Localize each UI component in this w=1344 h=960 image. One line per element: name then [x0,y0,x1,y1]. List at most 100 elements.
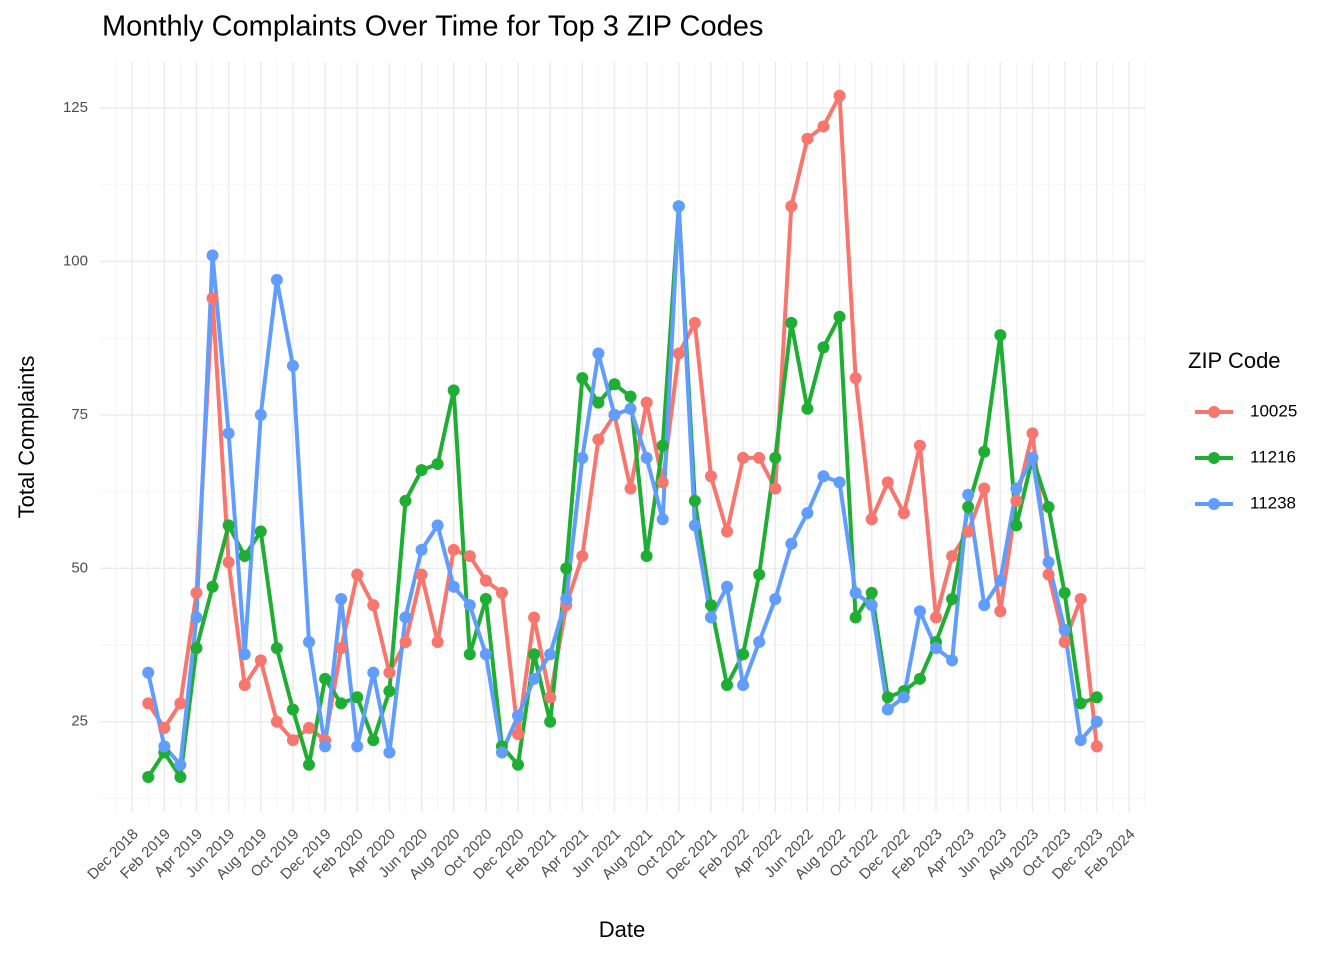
data-point [303,758,315,771]
data-point [399,611,412,624]
data-point [286,734,299,747]
data-point [608,408,621,421]
data-point [769,593,782,606]
data-point [1090,715,1103,728]
data-point [769,451,782,464]
data-point [479,648,492,661]
data-point [222,556,235,569]
data-point [704,599,717,612]
legend-label: 11238 [1250,493,1296,512]
data-point [833,476,846,489]
data-point [495,746,508,759]
data-point [608,378,621,391]
data-point [1074,734,1087,747]
data-point [978,445,991,458]
data-point [913,672,926,685]
data-point [415,568,428,581]
y-tick-label: 25 [71,713,88,730]
data-point [367,734,380,747]
data-point [897,507,910,520]
data-point [624,390,637,403]
data-point [463,550,476,563]
data-point [270,273,283,286]
data-point [881,476,894,489]
data-point [1026,427,1039,440]
data-point [544,715,557,728]
legend-label: 11216 [1250,447,1296,466]
data-point [994,329,1007,342]
data-point [415,464,428,477]
data-point [881,703,894,716]
data-point [174,771,187,784]
data-point [206,580,219,593]
data-point [592,396,605,409]
data-point [656,439,669,452]
data-point [238,550,251,563]
data-point [930,642,942,655]
data-point [1074,697,1087,710]
data-point [270,642,283,655]
data-point [1042,500,1055,513]
data-point [656,476,669,489]
data-point [865,599,878,612]
data-point [721,678,733,691]
data-point [206,249,219,262]
data-point [1010,482,1023,495]
data-point [721,580,733,593]
data-point [190,642,203,655]
data-point [704,611,717,624]
data-point [254,654,267,667]
data-point [238,678,251,691]
data-point [190,611,203,624]
data-point [142,666,155,679]
data-point [833,89,846,102]
data-point [737,451,750,464]
data-point [576,451,589,464]
data-point [946,550,959,563]
data-point [335,642,348,655]
data-point [1010,519,1023,532]
data-point [994,605,1007,618]
data-point [672,200,685,213]
data-point [1058,586,1071,599]
data-point [833,310,846,323]
data-point [881,691,894,704]
data-point [528,611,541,624]
legend-marker [1208,498,1220,510]
data-point [801,507,814,520]
data-point [415,543,428,556]
data-point [1074,593,1087,606]
data-point [383,666,396,679]
data-point [994,574,1007,587]
data-point [1058,635,1071,648]
data-point [222,519,235,532]
data-point [463,648,476,661]
data-point [672,347,685,360]
data-point [544,648,557,661]
data-point [785,537,798,550]
data-point [447,543,460,556]
data-point [897,691,910,704]
data-point [849,372,862,385]
data-point [737,678,750,691]
data-point [930,611,942,624]
data-point [1026,451,1039,464]
data-point [962,488,975,501]
data-point [769,482,782,495]
legend-marker [1208,452,1220,464]
chart-title: Monthly Complaints Over Time for Top 3 Z… [102,11,763,43]
data-point [431,519,444,532]
data-point [737,648,750,661]
data-point [544,691,557,704]
data-point [1010,494,1023,507]
data-point [512,709,524,722]
series-line [146,204,1098,780]
data-point [640,550,653,563]
data-point [576,550,589,563]
data-point [158,740,171,753]
data-point [319,740,332,753]
data-point [560,593,573,606]
data-point [479,593,492,606]
data-point [576,372,589,385]
